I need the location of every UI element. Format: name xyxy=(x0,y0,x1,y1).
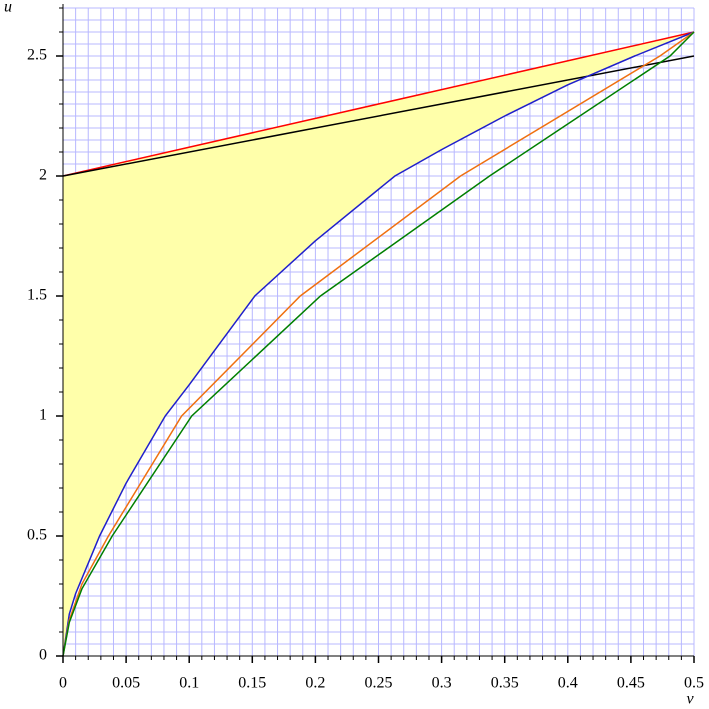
y-tick-label: 0 xyxy=(39,647,47,664)
curve xyxy=(62,31,695,177)
y-axis-label: u xyxy=(4,0,12,16)
filled-region xyxy=(63,32,694,656)
y-tick-label: 1 xyxy=(39,407,47,424)
x-tick-label: 0.15 xyxy=(238,675,266,692)
x-axis-label: v xyxy=(686,691,694,708)
x-tick-label: 0.2 xyxy=(305,675,325,692)
x-tick-label: 0.1 xyxy=(179,675,199,692)
x-tick-label: 0.45 xyxy=(617,675,645,692)
y-tick-label: 1.5 xyxy=(27,287,47,304)
curve xyxy=(62,31,695,657)
x-tick-label: 0.4 xyxy=(558,675,578,692)
y-tick-label: 0.5 xyxy=(27,527,47,544)
x-tick-label: 0.3 xyxy=(432,675,452,692)
curve xyxy=(62,31,695,657)
x-tick-label: 0.05 xyxy=(112,675,140,692)
x-tick-label: 0 xyxy=(59,675,67,692)
curve xyxy=(62,31,695,657)
plot-area xyxy=(62,31,695,657)
y-tick-label: 2 xyxy=(39,167,47,184)
axes: 0 0.05 0.1 0.15 0.2 0.25 0.3 0.35 0.4 0.45 0.5 0 0.5… xyxy=(27,4,704,692)
x-tick-label: 0.25 xyxy=(365,675,393,692)
x-tick-label: 0.5 xyxy=(684,675,704,692)
y-tick-label: 2.5 xyxy=(27,47,47,64)
x-tick-label: 0.35 xyxy=(491,675,519,692)
